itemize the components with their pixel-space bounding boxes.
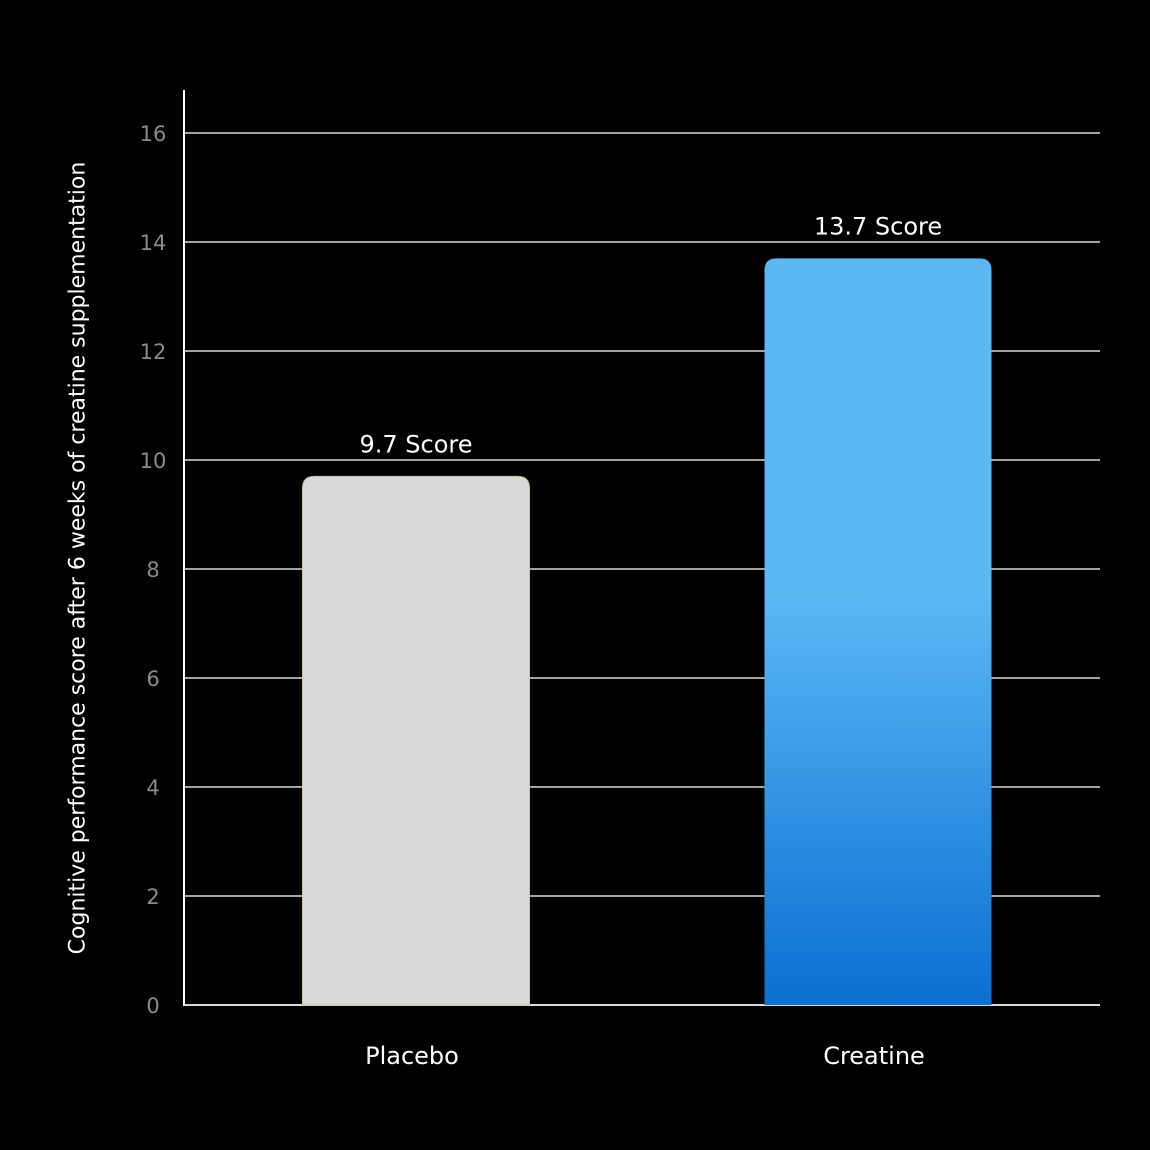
y-tick-label: 8	[146, 558, 159, 582]
y-tick-label: 14	[140, 231, 167, 255]
y-tick-label: 2	[146, 885, 159, 909]
y-tick-label: 4	[146, 776, 159, 800]
data-label: 9.7 Score	[359, 430, 472, 458]
data-label: 13.7 Score	[814, 212, 942, 240]
y-tick-label: 6	[146, 667, 159, 691]
y-axis-label: Cognitive performance score after 6 week…	[65, 161, 91, 955]
y-tick-label: 0	[146, 994, 159, 1018]
bar-placebo	[302, 475, 530, 1006]
bar-creatine	[764, 258, 992, 1006]
x-tick-label: Creatine	[823, 1042, 925, 1070]
y-tick-label: 16	[140, 122, 167, 146]
x-tick-label: Placebo	[365, 1042, 459, 1070]
y-tick-label: 10	[140, 449, 167, 473]
y-tick-label: 12	[140, 340, 167, 364]
